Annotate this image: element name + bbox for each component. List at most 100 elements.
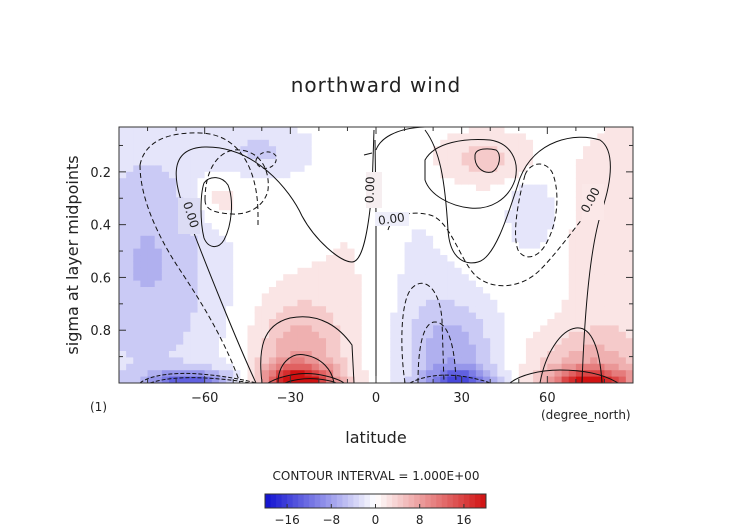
heat-cell [119, 210, 127, 218]
heat-cell [561, 274, 570, 282]
heat-cell [297, 287, 306, 294]
heat-cell [197, 159, 206, 166]
heat-cell [190, 261, 199, 269]
heat-cell [119, 127, 127, 134]
heat-cell [461, 325, 470, 333]
heat-cell [204, 235, 213, 243]
heat-cell [511, 248, 520, 256]
heat-cell [418, 223, 427, 230]
heat-cell [218, 351, 227, 358]
heat-cell [126, 235, 134, 243]
heat-cell [490, 210, 498, 218]
heat-cell [440, 267, 448, 275]
heat-cell [433, 133, 441, 141]
heat-cell [161, 331, 170, 339]
heat-cell [590, 216, 598, 224]
heat-cell [418, 331, 427, 339]
y-tick-label: 0.2 [90, 166, 111, 181]
heat-cell [604, 306, 613, 314]
heat-cell [611, 229, 620, 237]
colorbar-step [397, 494, 404, 508]
heat-cell [204, 376, 213, 383]
heat-cell [347, 261, 356, 269]
heat-cell [197, 184, 206, 192]
heat-cell [261, 229, 270, 237]
heat-cell [218, 248, 227, 256]
heat-cell [147, 235, 156, 243]
heat-cell [561, 216, 570, 224]
heat-cell [347, 146, 356, 154]
heat-cell [497, 197, 506, 205]
colorbar-step [342, 494, 349, 508]
heat-cell [126, 178, 134, 186]
heat-cell [340, 178, 349, 186]
heat-cell [204, 146, 213, 154]
heat-cell [283, 293, 291, 301]
heat-cell [333, 203, 341, 211]
heat-cell [176, 363, 184, 371]
heat-cell [183, 338, 191, 346]
heat-cell [276, 152, 284, 160]
heat-cell [347, 191, 356, 198]
heat-cell [383, 229, 391, 237]
heat-cell [490, 197, 498, 205]
heat-cell [197, 287, 206, 294]
colorbar-step [452, 494, 459, 508]
heat-cell [533, 267, 541, 275]
heat-cell [511, 197, 520, 205]
heat-cell [361, 178, 370, 186]
heat-cell [233, 376, 241, 383]
heat-cell [475, 191, 484, 198]
heat-cell [561, 152, 570, 160]
heat-cell [504, 338, 513, 346]
heat-cell [161, 280, 170, 288]
heat-cell [497, 312, 506, 320]
heat-cell [547, 248, 556, 256]
heat-cell [561, 242, 570, 250]
heat-cell [197, 280, 206, 288]
heat-cell [404, 146, 413, 154]
heat-cell [233, 178, 241, 186]
heat-cell [119, 139, 127, 147]
heat-cell [433, 370, 441, 378]
heat-cell [261, 267, 270, 275]
heat-cell [347, 325, 356, 333]
heat-cell [561, 127, 570, 134]
heat-cell [575, 242, 584, 250]
heat-cell [540, 159, 548, 166]
colorbar-step [303, 494, 310, 508]
heat-cell [533, 363, 541, 371]
heat-cell [204, 159, 213, 166]
heat-cell [554, 229, 563, 237]
heat-cell [333, 178, 341, 186]
heat-cell [176, 299, 184, 307]
heat-cell [161, 267, 170, 275]
heat-cell [504, 287, 513, 294]
heat-cell [383, 351, 391, 358]
heat-cell [561, 306, 570, 314]
heat-cell [233, 210, 241, 218]
heat-cell [568, 299, 577, 307]
heat-cell [611, 242, 620, 250]
heat-cell [147, 267, 156, 275]
heat-cell [518, 152, 527, 160]
heat-cell [204, 357, 213, 365]
heat-cell [618, 280, 627, 288]
heat-cell [390, 338, 399, 346]
heat-cell [461, 331, 470, 339]
heat-cell [347, 235, 356, 243]
heat-cell [561, 287, 570, 294]
heat-cell [575, 139, 584, 147]
heat-cell [268, 248, 277, 256]
heat-cell [304, 197, 313, 205]
heat-cell [240, 165, 249, 173]
heat-cell [283, 139, 291, 147]
heat-cell [140, 287, 149, 294]
heat-cell [347, 165, 356, 173]
heat-cell [561, 363, 570, 371]
heat-cell [533, 370, 541, 378]
heat-cell [233, 139, 241, 147]
heat-cell [611, 306, 620, 314]
heat-cell [597, 229, 606, 237]
heat-cell [268, 223, 277, 230]
